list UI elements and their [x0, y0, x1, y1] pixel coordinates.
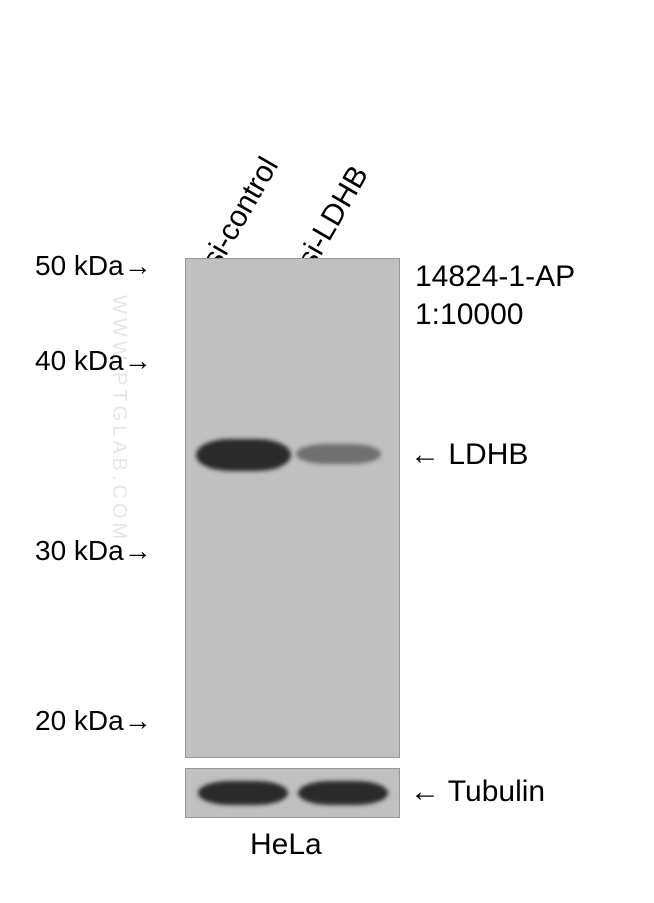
- figure-container: WWW.PTGLAB.COM si-control si-LDHB 50 kDa…: [0, 0, 654, 903]
- mw-marker-40: 40 kDa→: [35, 345, 152, 377]
- tubulin-band-label: ← Tubulin: [410, 775, 545, 809]
- mw-marker-20: 20 kDa→: [35, 705, 152, 737]
- mw-arrow-icon: →: [124, 705, 152, 737]
- mw-label-text: 20 kDa: [35, 705, 124, 736]
- ldhb-band-lane1: [196, 439, 291, 471]
- band-name-tubulin: Tubulin: [448, 775, 545, 808]
- tubulin-band-lane1: [198, 781, 288, 805]
- band-name-ldhb: LDHB: [448, 438, 528, 471]
- main-blot: [185, 258, 400, 758]
- ldhb-band-lane2: [296, 444, 381, 464]
- mw-arrow-icon: →: [124, 345, 152, 377]
- watermark-text: WWW.PTGLAB.COM: [107, 295, 130, 543]
- ldhb-band-label: ← LDHB: [410, 438, 528, 472]
- mw-label-text: 50 kDa: [35, 250, 124, 281]
- lane-label-1: si-control: [196, 152, 286, 274]
- mw-arrow-icon: →: [124, 535, 152, 567]
- mw-marker-30: 30 kDa→: [35, 535, 152, 567]
- antibody-dilution: 1:10000: [415, 298, 523, 332]
- left-arrow-icon: ←: [410, 438, 440, 471]
- lane-label-2: si-LDHB: [291, 160, 376, 274]
- loading-blot: [185, 768, 400, 818]
- mw-marker-50: 50 kDa→: [35, 250, 152, 282]
- mw-arrow-icon: →: [124, 250, 152, 282]
- mw-label-text: 40 kDa: [35, 345, 124, 376]
- tubulin-band-lane2: [298, 781, 388, 805]
- antibody-catalog: 14824-1-AP: [415, 260, 575, 294]
- left-arrow-icon: ←: [410, 775, 440, 808]
- cell-line-caption: HeLa: [250, 828, 322, 862]
- mw-label-text: 30 kDa: [35, 535, 124, 566]
